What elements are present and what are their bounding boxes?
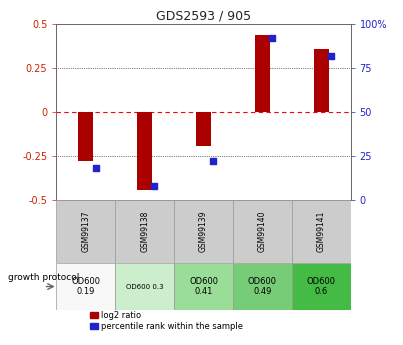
Text: OD600 0.3: OD600 0.3 bbox=[126, 284, 164, 289]
Bar bbox=[56, 200, 115, 263]
Point bbox=[328, 53, 334, 59]
Text: OD600
0.41: OD600 0.41 bbox=[189, 277, 218, 296]
Bar bbox=[137, 112, 152, 189]
Text: OD600
0.6: OD600 0.6 bbox=[307, 277, 336, 296]
Text: GSM99138: GSM99138 bbox=[140, 211, 149, 252]
Legend: log2 ratio, percentile rank within the sample: log2 ratio, percentile rank within the s… bbox=[90, 311, 243, 331]
Title: GDS2593 / 905: GDS2593 / 905 bbox=[156, 10, 251, 23]
Bar bbox=[314, 49, 328, 112]
Bar bbox=[233, 263, 292, 310]
Bar bbox=[115, 200, 174, 263]
Text: OD600
0.49: OD600 0.49 bbox=[248, 277, 277, 296]
Bar bbox=[79, 112, 93, 161]
Text: GSM99141: GSM99141 bbox=[317, 211, 326, 252]
Text: OD600
0.19: OD600 0.19 bbox=[71, 277, 100, 296]
Bar bbox=[196, 112, 211, 146]
Bar bbox=[174, 263, 233, 310]
Bar bbox=[115, 263, 174, 310]
Point bbox=[210, 159, 216, 164]
Point bbox=[92, 166, 99, 171]
Bar bbox=[233, 200, 292, 263]
Text: GSM99137: GSM99137 bbox=[81, 211, 90, 252]
Bar bbox=[174, 200, 233, 263]
Text: growth protocol: growth protocol bbox=[8, 273, 79, 282]
Point bbox=[151, 183, 158, 189]
Bar bbox=[56, 263, 115, 310]
Bar bbox=[255, 35, 270, 112]
Bar bbox=[292, 200, 351, 263]
Text: GSM99140: GSM99140 bbox=[258, 211, 267, 252]
Bar bbox=[292, 263, 351, 310]
Text: GSM99139: GSM99139 bbox=[199, 211, 208, 252]
Point bbox=[269, 36, 275, 41]
